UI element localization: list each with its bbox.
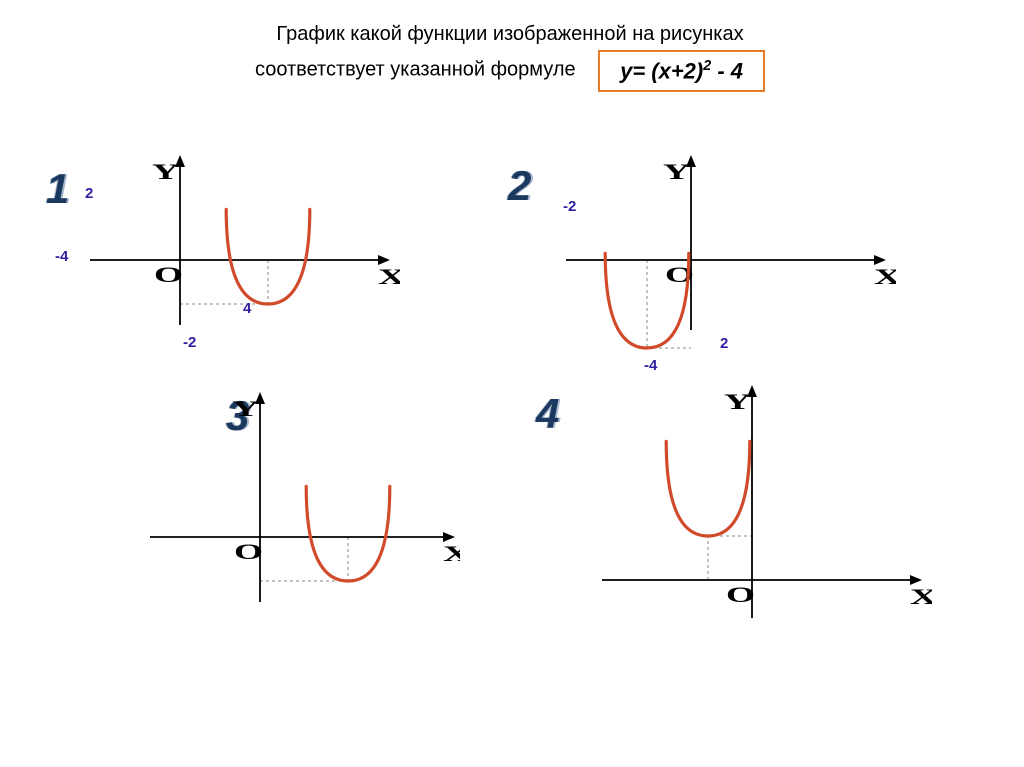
chart-1: Y X O — [80, 145, 400, 375]
chart-4: Y X O — [592, 375, 932, 655]
svg-text:O: O — [154, 263, 183, 287]
title-line-2: соответствует указанной формуле — [255, 58, 576, 80]
chart-1-label-3: -2 — [183, 334, 196, 351]
svg-text:O: O — [726, 583, 755, 607]
formula-box: y= (x+2)2 - 4 — [598, 50, 765, 92]
question-title: График какой функции изображенной на рис… — [150, 18, 870, 92]
chart-1-label-0: 2 — [85, 185, 93, 202]
chart-2-label-0: -2 — [563, 198, 576, 215]
title-line-1: График какой функции изображенной на рис… — [150, 18, 870, 50]
svg-text:O: O — [234, 540, 263, 564]
chart-2-label-2: -4 — [644, 357, 657, 374]
chart-1-label-2: 4 — [243, 300, 251, 317]
svg-text:X: X — [378, 265, 400, 289]
svg-text:X: X — [910, 585, 932, 609]
option-number-2: 2 — [508, 162, 531, 210]
svg-text:Y: Y — [232, 397, 259, 421]
chart-2-label-1: 2 — [720, 335, 728, 352]
chart-3: Y X O — [140, 382, 460, 662]
svg-text:X: X — [874, 265, 896, 289]
svg-text:Y: Y — [152, 160, 179, 184]
svg-text:Y: Y — [724, 390, 751, 414]
option-number-4: 4 — [536, 390, 559, 438]
svg-text:X: X — [443, 542, 460, 566]
title-line-2-wrap: соответствует указанной формуле y= (x+2)… — [150, 50, 870, 92]
chart-1-label-1: -4 — [55, 248, 68, 265]
option-number-1: 1 — [46, 165, 69, 213]
svg-text:Y: Y — [663, 160, 690, 184]
